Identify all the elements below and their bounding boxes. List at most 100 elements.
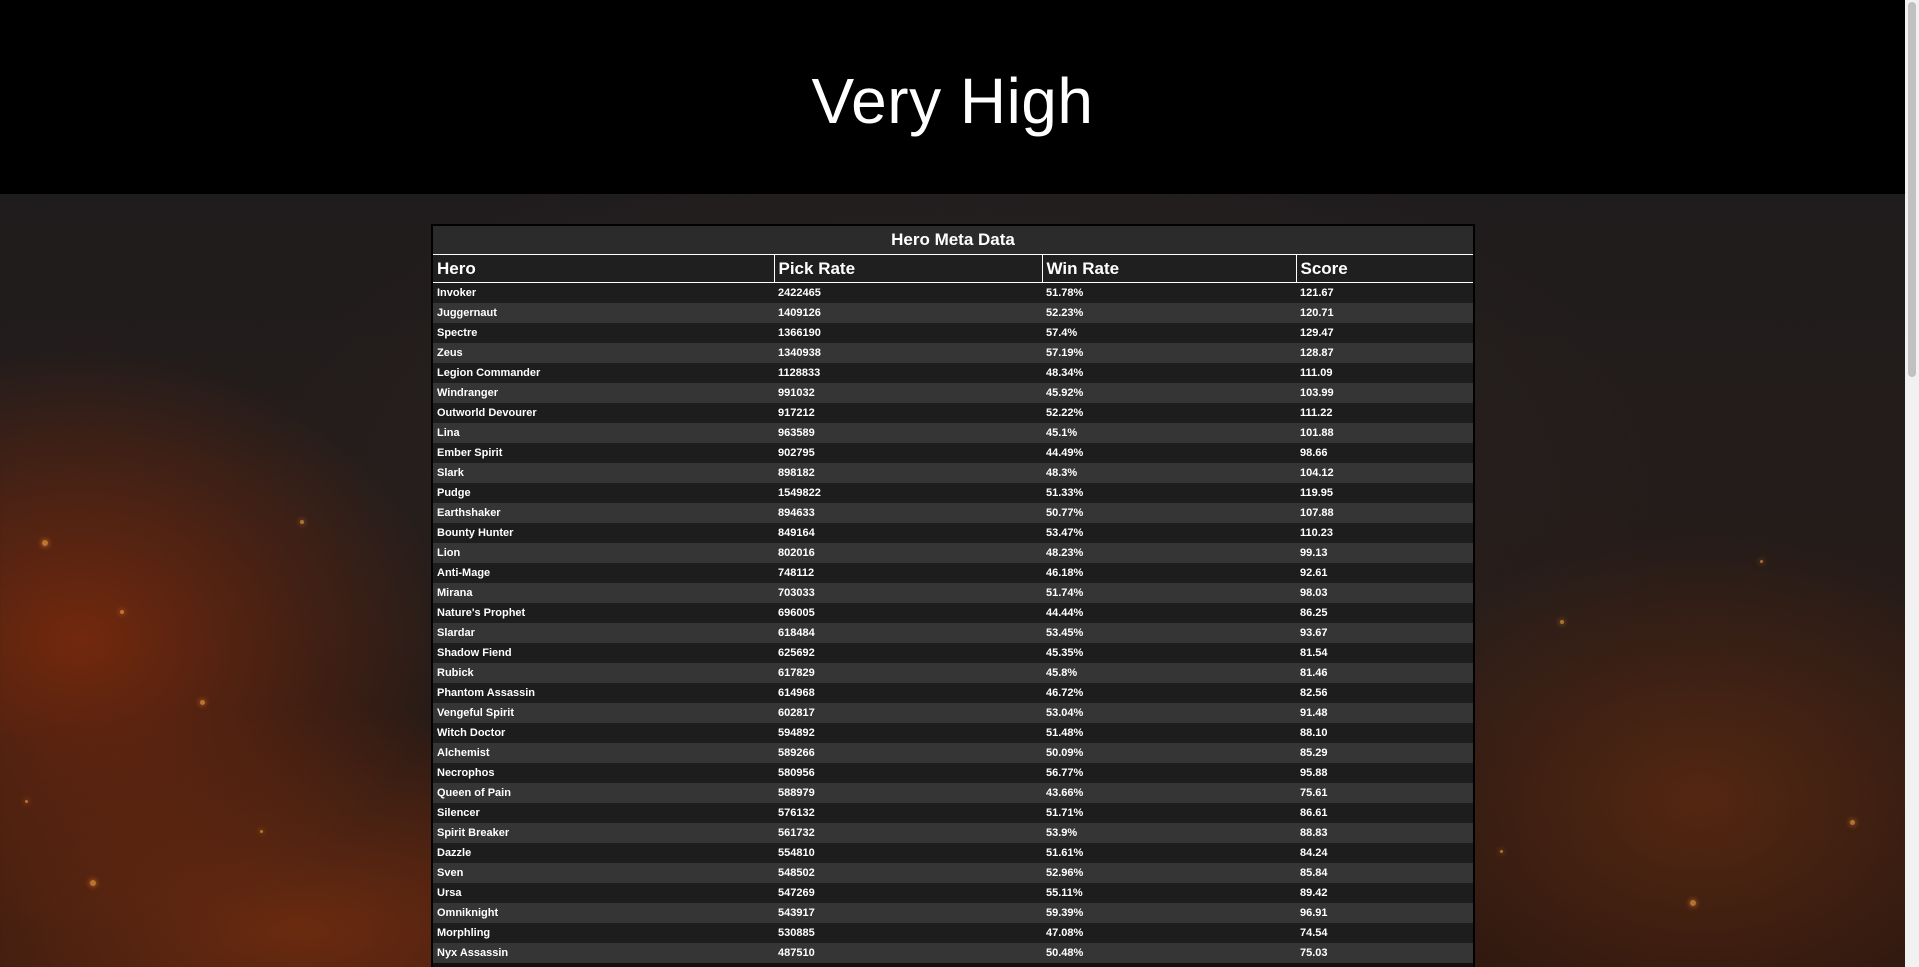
score-cell: 82.56 [1300, 687, 1328, 699]
table-body: Invoker 2422465 51.78% 121.67 Juggernaut 1409… [433, 282, 1473, 963]
score-cell: 85.29 [1300, 747, 1328, 759]
win-rate-cell: 59.39% [1046, 907, 1084, 919]
table-row: Lina 963589 45.1% 101.88 [433, 423, 1473, 443]
pick-rate-cell: 487510 [778, 947, 815, 959]
table-row: Anti-Mage 748112 46.18% 92.61 [433, 563, 1473, 583]
win-rate-cell: 53.9% [1046, 827, 1078, 839]
win-rate-cell: 43.66% [1046, 787, 1084, 799]
win-rate-cell: 45.8% [1046, 667, 1078, 679]
win-rate-cell: 45.35% [1046, 647, 1084, 659]
win-rate-cell: 56.77% [1046, 767, 1084, 779]
win-rate-cell: 51.48% [1046, 727, 1084, 739]
pick-rate-cell: 561732 [778, 827, 815, 839]
table-row: Phantom Assassin 614968 46.72% 82.56 [433, 683, 1473, 703]
table-header-row: Hero Pick Rate Win Rate Score [433, 255, 1473, 283]
hero-name-cell: Invoker [437, 287, 477, 299]
hero-name-cell: Mirana [437, 587, 473, 599]
score-cell: 111.22 [1300, 407, 1333, 419]
pick-rate-cell: 748112 [778, 567, 815, 579]
win-rate-cell: 44.44% [1046, 607, 1084, 619]
win-rate-cell: 52.96% [1046, 867, 1084, 879]
score-cell: 99.13 [1300, 547, 1328, 559]
pick-rate-cell: 696005 [778, 607, 815, 619]
score-cell: 107.88 [1300, 507, 1334, 519]
hero-name-cell: Earthshaker [437, 507, 501, 519]
win-rate-cell: 50.77% [1046, 507, 1084, 519]
pick-rate-cell: 917212 [778, 407, 815, 419]
win-rate-cell: 50.09% [1046, 747, 1084, 759]
hero-name-cell: Necrophos [437, 767, 495, 779]
score-cell: 129.47 [1300, 327, 1334, 339]
table-row: Bounty Hunter 849164 53.47% 110.23 [433, 523, 1473, 543]
pick-rate-cell: 898182 [778, 467, 815, 479]
hero-name-cell: Bounty Hunter [437, 527, 514, 539]
pick-rate-cell: 589266 [778, 747, 815, 759]
column-header-pick-rate[interactable]: Pick Rate [774, 255, 1043, 283]
table-row: Vengeful Spirit 602817 53.04% 91.48 [433, 703, 1473, 723]
score-cell: 110.23 [1300, 527, 1334, 539]
table-row: Zeus 1340938 57.19% 128.87 [433, 343, 1473, 363]
pick-rate-cell: 547269 [778, 887, 815, 899]
table-row: Mirana 703033 51.74% 98.03 [433, 583, 1473, 603]
hero-name-cell: Queen of Pain [437, 787, 511, 799]
hero-name-cell: Shadow Fiend [437, 647, 512, 659]
pick-rate-cell: 894633 [778, 507, 815, 519]
hero-name-cell: Lina [437, 427, 460, 439]
win-rate-cell: 53.47% [1046, 527, 1084, 539]
hero-name-cell: Omniknight [437, 907, 499, 919]
table-row: Lion 802016 48.23% 99.13 [433, 543, 1473, 563]
hero-name-cell: Anti-Mage [437, 567, 491, 579]
table-row: Alchemist 589266 50.09% 85.29 [433, 743, 1473, 763]
win-rate-cell: 57.4% [1046, 327, 1078, 339]
hero-name-cell: Lion [437, 547, 461, 559]
table-row: Earthshaker 894633 50.77% 107.88 [433, 503, 1473, 523]
pick-rate-cell: 963589 [778, 427, 815, 439]
column-header-win-rate[interactable]: Win Rate [1042, 255, 1297, 283]
hero-name-cell: Spectre [437, 327, 478, 339]
column-header-score[interactable]: Score [1296, 255, 1473, 283]
table-row: Invoker 2422465 51.78% 121.67 [433, 282, 1473, 303]
hero-name-cell: Ember Spirit [437, 447, 503, 459]
hero-name-cell: Outworld Devourer [437, 407, 537, 419]
win-rate-cell: 46.72% [1046, 687, 1084, 699]
hero-meta-table-container: Hero Meta Data Hero Pick Rate Win Rate S… [431, 224, 1475, 967]
table-row: Dazzle 554810 51.61% 84.24 [433, 843, 1473, 863]
score-cell: 75.03 [1300, 947, 1328, 959]
win-rate-cell: 55.11% [1046, 887, 1083, 899]
pick-rate-cell: 902795 [778, 447, 815, 459]
win-rate-cell: 53.45% [1046, 627, 1084, 639]
pick-rate-cell: 802016 [778, 547, 815, 559]
page-scrollbar[interactable] [1905, 0, 1919, 967]
win-rate-cell: 57.19% [1046, 347, 1084, 359]
scrollbar-thumb[interactable] [1908, 2, 1916, 377]
score-cell: 96.91 [1300, 907, 1328, 919]
table-row: Ursa 547269 55.11% 89.42 [433, 883, 1473, 903]
hero-name-cell: Alchemist [437, 747, 490, 759]
pick-rate-cell: 580956 [778, 767, 815, 779]
hero-name-cell: Silencer [437, 807, 480, 819]
hero-name-cell: Zeus [437, 347, 463, 359]
score-cell: 121.67 [1300, 287, 1334, 299]
hero-name-cell: Rubick [437, 667, 474, 679]
score-cell: 101.88 [1300, 427, 1334, 439]
hero-name-cell: Pudge [437, 487, 471, 499]
hero-name-cell: Slark [437, 467, 464, 479]
table-row: Necrophos 580956 56.77% 95.88 [433, 763, 1473, 783]
pick-rate-cell: 588979 [778, 787, 815, 799]
score-cell: 81.46 [1300, 667, 1328, 679]
table-row: Nature's Prophet 696005 44.44% 86.25 [433, 603, 1473, 623]
score-cell: 92.61 [1300, 567, 1328, 579]
score-cell: 84.24 [1300, 847, 1328, 859]
score-cell: 128.87 [1300, 347, 1334, 359]
score-cell: 74.54 [1300, 927, 1328, 939]
win-rate-cell: 45.1% [1046, 427, 1078, 439]
score-cell: 93.67 [1300, 627, 1328, 639]
win-rate-cell: 48.3% [1046, 467, 1078, 479]
score-cell: 95.88 [1300, 767, 1328, 779]
table-row: Nyx Assassin 487510 50.48% 75.03 [433, 943, 1473, 963]
column-header-hero[interactable]: Hero [433, 255, 775, 283]
pick-rate-cell: 576132 [778, 807, 815, 819]
score-cell: 86.25 [1300, 607, 1328, 619]
hero-name-cell: Spirit Breaker [437, 827, 510, 839]
pick-rate-cell: 1128833 [778, 367, 821, 379]
